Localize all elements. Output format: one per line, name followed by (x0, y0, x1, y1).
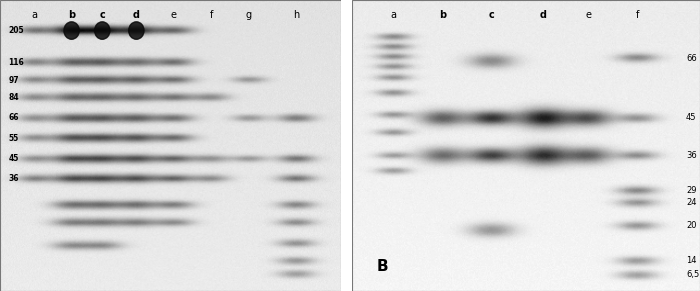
Text: a: a (31, 10, 37, 20)
Text: 55: 55 (8, 134, 19, 143)
Ellipse shape (64, 22, 79, 39)
Text: h: h (293, 10, 300, 20)
Text: d: d (540, 10, 547, 20)
Text: b: b (68, 10, 75, 20)
Text: d: d (133, 10, 140, 20)
Text: 116: 116 (8, 58, 24, 67)
Text: 6,5: 6,5 (686, 271, 699, 279)
Text: 45: 45 (686, 113, 696, 122)
Text: 66: 66 (8, 113, 19, 122)
Text: c: c (489, 10, 494, 20)
Text: 20: 20 (686, 221, 696, 230)
Text: B: B (377, 258, 388, 274)
Text: f: f (636, 10, 639, 20)
Ellipse shape (129, 22, 144, 39)
Text: 29: 29 (686, 186, 696, 195)
Text: f: f (210, 10, 213, 20)
Text: b: b (439, 10, 446, 20)
Text: e: e (171, 10, 177, 20)
Text: 84: 84 (8, 93, 19, 102)
Text: a: a (391, 10, 397, 20)
Text: 36: 36 (686, 151, 696, 160)
Text: 14: 14 (686, 256, 696, 265)
Ellipse shape (94, 22, 110, 39)
Text: 45: 45 (8, 154, 19, 163)
Text: c: c (99, 10, 105, 20)
Text: 24: 24 (686, 198, 696, 207)
Text: 66: 66 (686, 54, 696, 63)
Text: 205: 205 (8, 26, 24, 35)
Text: g: g (246, 10, 252, 20)
Text: 97: 97 (8, 76, 19, 84)
Text: e: e (586, 10, 592, 20)
Text: 36: 36 (8, 175, 19, 183)
